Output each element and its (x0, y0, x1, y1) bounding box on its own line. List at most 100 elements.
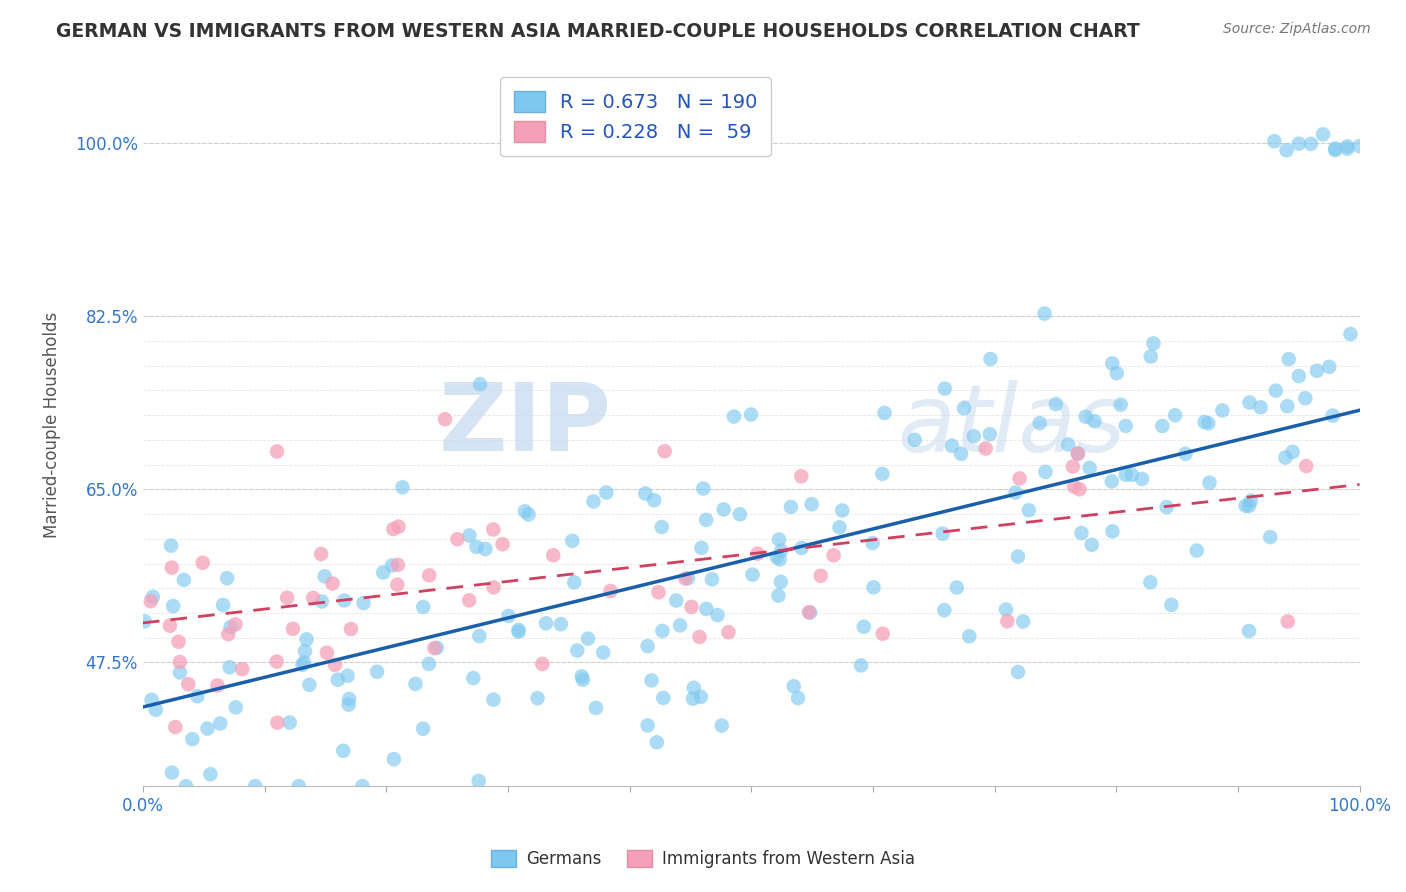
Point (1237, 624, 1260, 638)
Point (373, 566, 395, 580)
Point (288, 779, 311, 793)
Point (458, 528, 481, 542)
Point (831, 503, 853, 517)
Point (873, 406, 896, 420)
Point (1264, 384, 1286, 398)
Point (541, 549, 564, 563)
Point (1121, 467, 1143, 482)
Point (770, 543, 793, 558)
Point (640, 673, 662, 688)
Point (1211, 403, 1233, 417)
Point (1069, 482, 1091, 496)
Point (769, 574, 792, 589)
Text: ZIP: ZIP (439, 379, 612, 471)
Point (468, 629, 491, 643)
Point (173, 573, 195, 587)
Point (769, 552, 792, 566)
Point (728, 507, 751, 521)
Point (513, 504, 536, 518)
Point (953, 401, 976, 416)
Point (1105, 366, 1128, 380)
Point (1234, 499, 1257, 513)
Point (710, 718, 733, 732)
Point (1239, 395, 1261, 409)
Point (1294, 391, 1316, 405)
Point (723, 409, 745, 424)
Point (1070, 526, 1092, 541)
Point (1101, 356, 1123, 370)
Point (700, 572, 723, 586)
Point (209, 716, 232, 731)
Point (1007, 549, 1029, 564)
Point (676, 571, 699, 585)
Point (207, 678, 229, 692)
Point (946, 581, 969, 595)
Point (412, 722, 434, 736)
Point (423, 641, 446, 656)
Point (652, 690, 675, 705)
Point (780, 500, 803, 514)
Point (647, 585, 669, 599)
Point (474, 541, 496, 556)
Point (634, 486, 657, 500)
Point (810, 568, 832, 582)
Point (787, 691, 810, 706)
Point (706, 608, 728, 623)
Point (1295, 459, 1317, 474)
Point (1067, 446, 1090, 460)
Point (531, 657, 554, 671)
Point (765, 549, 787, 564)
Point (1152, 419, 1174, 434)
Point (689, 630, 711, 644)
Point (562, 575, 585, 590)
Point (181, 732, 204, 747)
Point (1156, 500, 1178, 515)
Point (665, 593, 688, 607)
Point (482, 523, 505, 537)
Point (337, 692, 360, 706)
Point (225, 617, 247, 632)
Point (295, 632, 318, 647)
Point (1299, 136, 1322, 151)
Point (467, 774, 489, 789)
Point (169, 655, 191, 669)
Point (862, 580, 884, 594)
Point (387, 558, 409, 572)
Point (1274, 450, 1296, 465)
Point (1164, 409, 1187, 423)
Point (426, 640, 449, 655)
Point (595, 485, 617, 500)
Point (1185, 543, 1208, 558)
Point (1174, 447, 1197, 461)
Point (550, 617, 572, 632)
Point (298, 678, 321, 692)
Point (134, 614, 156, 628)
Point (713, 502, 735, 516)
Point (934, 603, 956, 617)
Point (695, 513, 717, 527)
Point (1142, 336, 1164, 351)
Point (1194, 415, 1216, 429)
Point (957, 629, 980, 643)
Point (1004, 485, 1026, 500)
Legend: Germans, Immigrants from Western Asia: Germans, Immigrants from Western Asia (485, 843, 921, 875)
Point (673, 572, 696, 586)
Point (645, 735, 668, 749)
Point (695, 602, 717, 616)
Point (797, 605, 820, 619)
Point (567, 643, 589, 657)
Point (1277, 615, 1299, 629)
Point (177, 677, 200, 691)
Point (1080, 538, 1102, 552)
Point (1078, 461, 1101, 475)
Point (1336, 139, 1358, 153)
Point (412, 599, 434, 614)
Point (790, 469, 813, 483)
Point (1018, 503, 1040, 517)
Point (941, 439, 963, 453)
Point (979, 352, 1001, 367)
Point (231, 662, 253, 676)
Point (200, 767, 222, 781)
Point (1197, 417, 1219, 431)
Point (353, 596, 375, 610)
